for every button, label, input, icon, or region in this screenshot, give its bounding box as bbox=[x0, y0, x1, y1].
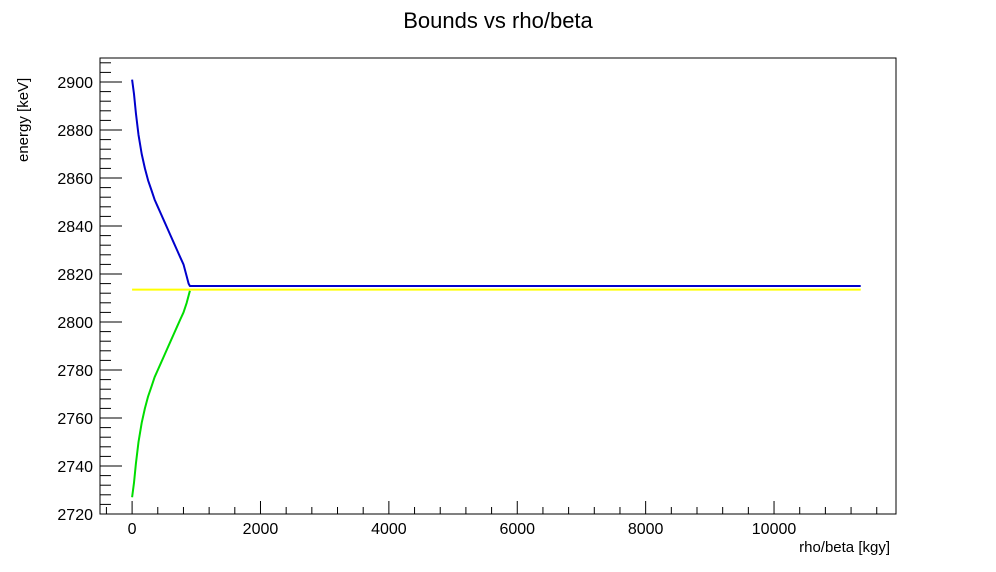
x-axis-ticks: 0 2000 4000 6000 8000 10000 bbox=[105, 501, 878, 538]
x-tick-label: 8000 bbox=[628, 521, 664, 538]
x-axis-title: rho/beta [kgy] bbox=[799, 539, 890, 556]
plot-frame bbox=[99, 57, 897, 515]
x-tick-label: 0 bbox=[128, 521, 137, 538]
y-tick-label: 2880 bbox=[57, 123, 93, 140]
series-line-0 bbox=[131, 79, 861, 287]
x-tick-label: 6000 bbox=[499, 521, 535, 538]
y-tick-label: 2820 bbox=[57, 267, 93, 284]
y-axis-ticks: 2720 2740 2760 2780 2800 2820 2840 2860 2880 2900 bbox=[57, 62, 122, 524]
y-tick-label: 2760 bbox=[57, 411, 93, 428]
y-tick-label: 2720 bbox=[57, 507, 93, 524]
x-tick-label: 4000 bbox=[371, 521, 407, 538]
y-tick-label: 2900 bbox=[57, 75, 93, 92]
chart-title: Bounds vs rho/beta bbox=[403, 8, 593, 33]
y-tick-label: 2780 bbox=[57, 363, 93, 380]
y-tick-label: 2740 bbox=[57, 459, 93, 476]
series-line-1 bbox=[131, 290, 191, 498]
y-tick-label: 2800 bbox=[57, 315, 93, 332]
series-layer bbox=[131, 79, 861, 498]
x-tick-label: 10000 bbox=[752, 521, 797, 538]
y-axis-title: energy [keV] bbox=[15, 78, 32, 162]
x-tick-label: 2000 bbox=[243, 521, 279, 538]
y-tick-label: 2860 bbox=[57, 171, 93, 188]
y-tick-label: 2840 bbox=[57, 219, 93, 236]
